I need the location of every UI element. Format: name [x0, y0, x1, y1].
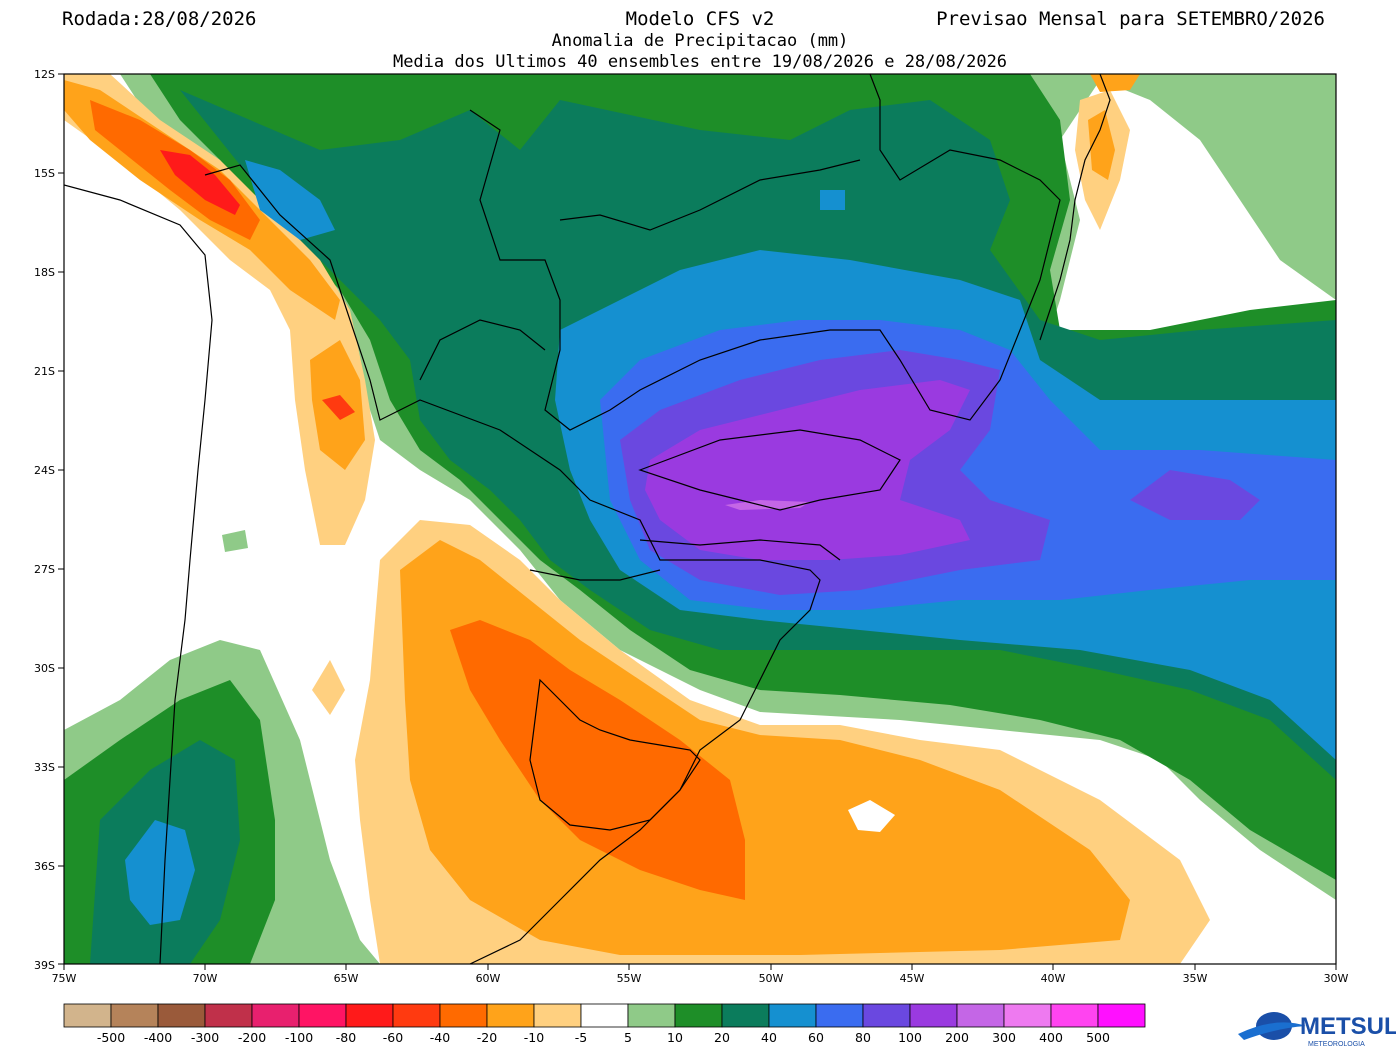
latitude-labels: 12S 15S 18S 21S 24S 27S 30S 33S 36S 39S	[34, 68, 55, 972]
colorbar-swatch	[110, 1003, 159, 1028]
anomaly-region-blue-sw	[125, 820, 195, 925]
lon-label-40w: 40W	[1041, 972, 1066, 985]
colorbar-swatch	[251, 1003, 300, 1028]
anomaly-region-dark-orange-south	[450, 620, 745, 900]
colorbar-label: -60	[383, 1030, 403, 1045]
logo-name: METSUL	[1300, 1013, 1396, 1040]
forecast-period-label: Previsao Mensal para SETEMBRO/2026	[936, 8, 1325, 30]
colorbar-swatch	[909, 1003, 958, 1028]
longitude-labels: 75W 70W 65W 60W 55W 50W 45W 40W 35W 30W	[52, 972, 1349, 985]
lon-label-70w: 70W	[193, 972, 218, 985]
anomaly-region-orange-ne-top	[1090, 74, 1140, 92]
colorbar-label: 200	[945, 1030, 969, 1045]
lon-label-55w: 55W	[617, 972, 642, 985]
colorbar-label: 100	[898, 1030, 922, 1045]
lon-label-45w: 45W	[900, 972, 925, 985]
metsul-logo: METSUL METEOROLOGIA	[1236, 1008, 1399, 1050]
colorbar-swatch	[157, 1003, 206, 1028]
lat-label-39s: 39S	[34, 959, 55, 972]
colorbar-swatch	[768, 1003, 817, 1028]
colorbar-swatch	[204, 1003, 253, 1028]
colorbar-swatch	[956, 1003, 1005, 1028]
coastline-borders	[64, 74, 1111, 964]
colorbar-label: 20	[714, 1030, 730, 1045]
lon-label-60w: 60W	[476, 972, 501, 985]
anomaly-shading	[64, 74, 1336, 964]
colorbar-label: -300	[191, 1030, 219, 1045]
colorbar-label: 80	[855, 1030, 871, 1045]
colorbar-label: -80	[336, 1030, 356, 1045]
colorbar-swatch	[439, 1003, 488, 1028]
lat-label-27s: 27S	[34, 563, 55, 576]
ensemble-subtitle: Media dos Ultimos 40 ensembles entre 19/…	[392, 52, 1008, 72]
colorbar-label: -40	[430, 1030, 450, 1045]
colorbar-label: -200	[238, 1030, 266, 1045]
colorbar-swatch	[580, 1003, 629, 1028]
colorbar-swatch	[862, 1003, 911, 1028]
logo-tagline: METEOROLOGIA	[1308, 1041, 1365, 1048]
anomaly-region-lightgreen-patch	[222, 530, 248, 552]
anomaly-region-pale-orange-patch	[312, 660, 345, 715]
lat-label-30s: 30S	[34, 662, 55, 675]
colorbar-swatch	[533, 1003, 582, 1028]
variable-title: Anomalia de Precipitacao (mm)	[551, 31, 849, 51]
colorbar-swatch	[63, 1003, 112, 1028]
colorbar-label: -5	[575, 1030, 587, 1045]
anomaly-region-purple	[645, 380, 970, 560]
colorbar-swatch	[486, 1003, 535, 1028]
anomaly-region-orange-south	[400, 540, 1130, 955]
model-title: Modelo CFS v2	[625, 8, 775, 30]
colorbar-swatch	[721, 1003, 770, 1028]
colorbar-swatch	[1097, 1003, 1146, 1028]
lon-label-65w: 65W	[334, 972, 359, 985]
colorbar-label: -10	[524, 1030, 544, 1045]
lon-label-35w: 35W	[1183, 972, 1208, 985]
lon-ticks	[63, 964, 1337, 970]
colorbar: -500 -400 -300 -200 -100 -80 -60 -40 -20 -10 -5 5 10…	[63, 1003, 1146, 1045]
anomaly-region-orange-ne	[1088, 110, 1115, 180]
anomaly-region-blue-patch-andes	[245, 160, 335, 240]
lat-label-18s: 18S	[34, 266, 55, 279]
anomaly-region-violet-east	[1130, 470, 1260, 520]
colorbar-label: 40	[761, 1030, 777, 1045]
colorbar-label: -100	[285, 1030, 313, 1045]
lon-label-75w: 75W	[52, 972, 77, 985]
colorbar-label: 10	[667, 1030, 683, 1045]
colorbar-swatch	[1050, 1003, 1099, 1028]
lat-label-36s: 36S	[34, 860, 55, 873]
colorbar-label: 500	[1086, 1030, 1110, 1045]
colorbar-label: 300	[992, 1030, 1016, 1045]
lat-label-12s: 12S	[34, 68, 55, 81]
anomaly-region-blue-patch-center	[820, 190, 845, 210]
colorbar-label: -400	[144, 1030, 172, 1045]
colorbar-swatch	[674, 1003, 723, 1028]
lon-label-30w: 30W	[1324, 972, 1349, 985]
run-date-label: Rodada:28/08/2026	[62, 8, 257, 30]
anomaly-region-red-small	[322, 395, 355, 420]
colorbar-swatch	[627, 1003, 676, 1028]
lat-ticks	[58, 73, 64, 965]
colorbar-swatch	[298, 1003, 347, 1028]
lat-label-15s: 15S	[34, 167, 55, 180]
colorbar-label: 60	[808, 1030, 824, 1045]
colorbar-label: 400	[1039, 1030, 1063, 1045]
lat-label-33s: 33S	[34, 761, 55, 774]
anomaly-region-white-hole	[848, 800, 895, 832]
colorbar-swatch	[1003, 1003, 1052, 1028]
lon-label-50w: 50W	[759, 972, 784, 985]
colorbar-label: 5	[624, 1030, 632, 1045]
colorbar-label: -500	[97, 1030, 125, 1045]
colorbar-swatch	[345, 1003, 394, 1028]
anomaly-region-red-andes	[160, 150, 240, 215]
colorbar-label: -20	[477, 1030, 497, 1045]
lat-label-21s: 21S	[34, 365, 55, 378]
lat-label-24s: 24S	[34, 464, 55, 477]
colorbar-swatch	[815, 1003, 864, 1028]
map-frame	[63, 73, 1337, 965]
colorbar-swatch	[392, 1003, 441, 1028]
